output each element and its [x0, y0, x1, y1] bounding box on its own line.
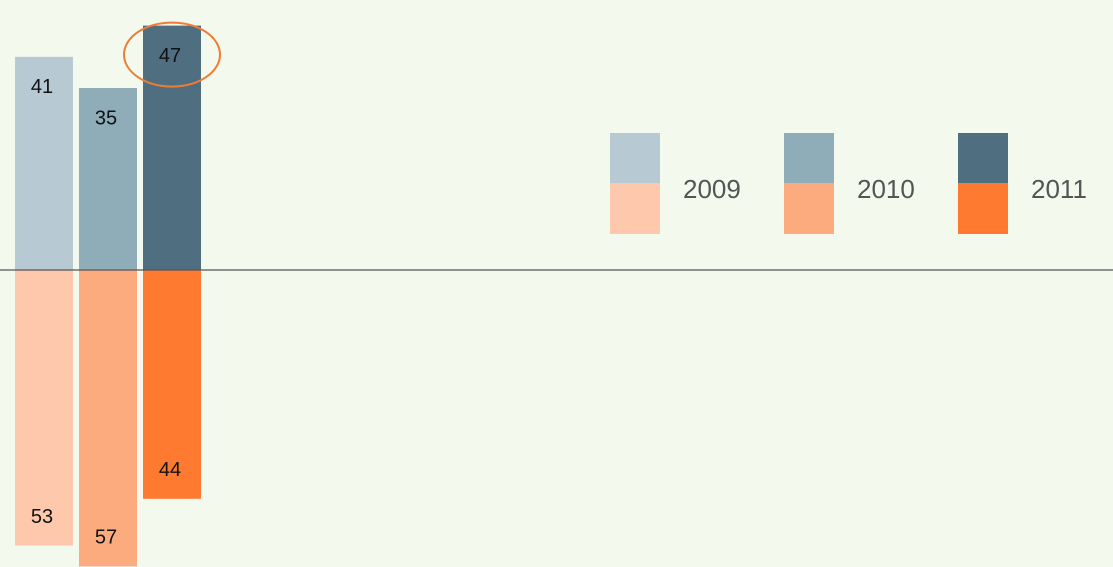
bar: [143, 270, 201, 499]
legend-label: 2009: [683, 174, 741, 204]
legend-swatch: [958, 183, 1008, 234]
legend-swatch: [610, 133, 660, 183]
data-label: 47: [159, 45, 181, 67]
legend-swatch: [784, 183, 834, 234]
data-label: 41: [31, 76, 53, 98]
bar: [15, 56, 73, 270]
legend-swatch: [784, 133, 834, 183]
data-label: 57: [95, 527, 117, 549]
data-label: 53: [31, 506, 53, 528]
bar: [15, 270, 73, 546]
legend-label: 2011: [1031, 174, 1087, 204]
bar: [79, 270, 137, 567]
bar: [143, 25, 201, 270]
legend-swatch: [610, 183, 660, 234]
data-label: 44: [159, 459, 181, 481]
legend-swatch: [958, 133, 1008, 183]
legend-label: 2010: [857, 174, 915, 204]
highlight-circle: [123, 21, 221, 88]
data-label: 35: [95, 107, 117, 129]
bar: [79, 88, 137, 270]
